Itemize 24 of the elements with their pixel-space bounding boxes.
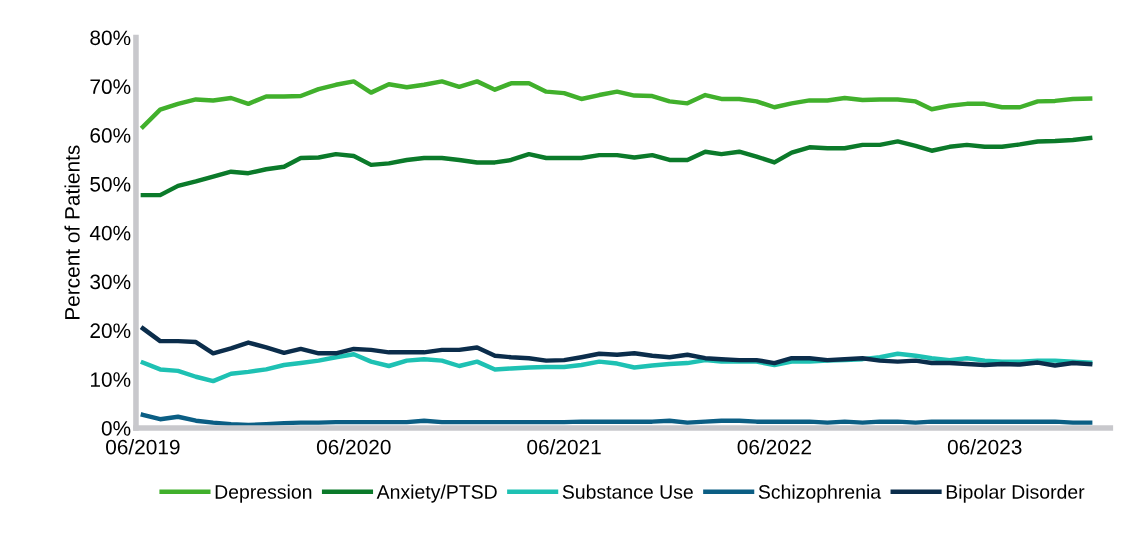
y-tick-label: 20%	[90, 323, 131, 339]
legend-label: Bipolar Disorder	[946, 484, 1085, 503]
line-series	[140, 412, 1093, 428]
y-tick-label: 80%	[90, 30, 131, 46]
x-tick-label: 06/2020	[316, 439, 391, 455]
line-series	[140, 135, 1093, 198]
line-series	[140, 79, 1093, 130]
y-tick-label: 50%	[90, 176, 131, 192]
y-tick-label: 10%	[90, 372, 131, 387]
y-tick-label: 40%	[89, 225, 131, 241]
y-axis-title: Percent of Patients	[64, 145, 80, 320]
legend-label: Schizophrenia	[758, 484, 882, 503]
x-tick-label: 06/2021	[527, 439, 601, 455]
legend-label: Substance Use	[562, 484, 693, 499]
y-tick-label: 70%	[90, 79, 131, 95]
x-tick-label: 06/2019	[106, 439, 180, 455]
legend-label: Depression	[215, 484, 312, 503]
legend-label: Anxiety/PTSD	[376, 484, 497, 503]
y-tick-label: 60%	[90, 128, 131, 143]
x-tick-label: 06/2022	[737, 439, 812, 455]
x-tick-label: 06/2023	[947, 439, 1022, 455]
y-tick-label: 0%	[101, 421, 131, 436]
y-tick-label: 30%	[90, 274, 131, 290]
line-series	[140, 326, 1093, 368]
